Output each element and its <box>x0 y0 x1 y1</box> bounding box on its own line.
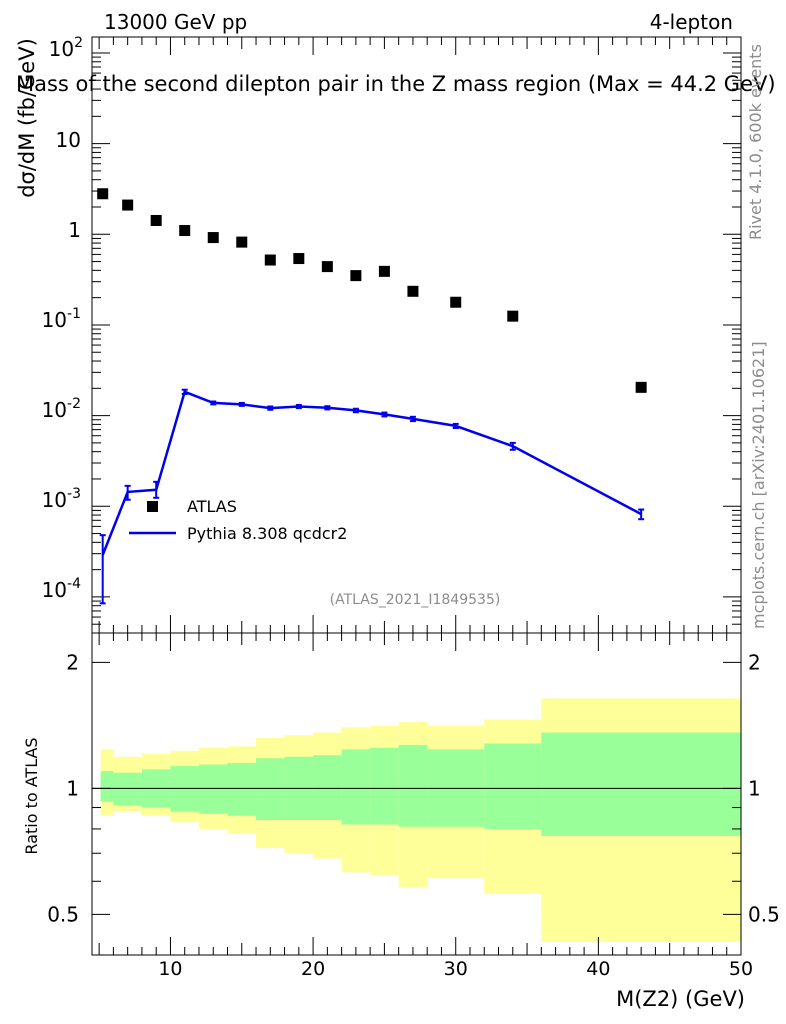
main-y-ticks <box>92 52 741 634</box>
atlas-point <box>507 310 519 322</box>
ratio-inner-band <box>313 755 342 821</box>
atlas-point <box>635 381 647 393</box>
ratio-ytick-label-right: 0.5 <box>748 902 780 926</box>
ratio-inner-band <box>227 762 257 816</box>
ratio-inner-band <box>398 744 428 827</box>
ytick-label-1e2: 102 <box>49 35 83 61</box>
ratio-inner-band <box>113 772 142 806</box>
xtick-label: 20 <box>301 958 325 980</box>
ratio-ytick-label-right: 2 <box>748 650 761 674</box>
channel-label: 4-lepton <box>650 10 733 34</box>
atlas-series <box>97 188 647 393</box>
atlas-point <box>122 199 134 211</box>
ratio-inner-band <box>198 764 228 814</box>
atlas-point <box>264 254 276 266</box>
atlas-point <box>150 214 162 226</box>
ratio-tick-labels: 0.5 0.5 1 1 2 2 10 20 30 40 50 <box>47 650 780 980</box>
xtick-label: 10 <box>158 958 182 980</box>
atlas-point <box>321 261 333 273</box>
ratio-inner-band <box>484 743 542 829</box>
atlas-point <box>207 232 219 244</box>
pythia-line <box>101 390 642 556</box>
ytick-label-1e-3: 10-3 <box>42 486 81 512</box>
ratio-inner-band <box>170 766 199 812</box>
ytick-label-1e-2: 10-2 <box>42 396 81 422</box>
atlas-point <box>350 270 362 282</box>
ratio-ytick-label: 1 <box>66 776 79 800</box>
plot-title: Mass of the second dilepton pair in the … <box>16 72 776 96</box>
ratio-ytick-label: 0.5 <box>47 902 79 926</box>
xtick-label: 50 <box>729 958 753 980</box>
ratio-y-axis-label: Ratio to ATLAS <box>22 737 41 854</box>
pythia-series <box>99 388 645 605</box>
mcplots-label: mcplots.cern.ch [arXiv:2401.10621] <box>749 341 768 629</box>
legend-atlas-marker <box>147 501 158 512</box>
ytick-label-10: 10 <box>56 128 81 152</box>
atlas-point <box>97 188 109 200</box>
ratio-inner-band <box>541 732 741 836</box>
ratio-inner-band <box>256 758 285 821</box>
ytick-label-1: 1 <box>68 218 81 242</box>
ratio-inner-band <box>370 747 399 825</box>
ratio-bands <box>100 698 741 942</box>
legend-pythia-label: Pythia 8.308 qcdcr2 <box>187 524 347 543</box>
atlas-point <box>450 296 462 308</box>
atlas-point <box>407 285 419 297</box>
main-y-axis-label: dσ/dM (fb/GeV) <box>15 38 39 198</box>
x-axis-label: M(Z2) (GeV) <box>616 987 745 1011</box>
ytick-label-1e-1: 10-1 <box>42 306 81 332</box>
atlas-point <box>179 225 191 237</box>
atlas-point <box>378 265 390 277</box>
ratio-ytick-label: 2 <box>66 650 79 674</box>
energy-label: 13000 GeV pp <box>104 10 247 34</box>
atlas-point <box>236 236 248 248</box>
rivet-label: Rivet 4.1.0, 600k events <box>746 44 765 240</box>
legend-atlas-label: ATLAS <box>187 497 237 516</box>
xtick-label: 30 <box>444 958 468 980</box>
atlas-point <box>293 253 305 265</box>
main-plot-frame <box>91 36 742 634</box>
analysis-id: (ATLAS_2021_I1849535) <box>330 592 501 608</box>
ratio-ytick-label-right: 1 <box>748 776 761 800</box>
ratio-ticks <box>92 633 742 955</box>
xtick-label: 40 <box>586 958 610 980</box>
main-x-ticks <box>98 37 742 633</box>
ratio-inner-band <box>100 771 114 802</box>
ratio-plot-frame <box>91 632 742 956</box>
ratio-inner-band <box>341 749 371 825</box>
ytick-label-1e-4: 10-4 <box>42 576 82 602</box>
